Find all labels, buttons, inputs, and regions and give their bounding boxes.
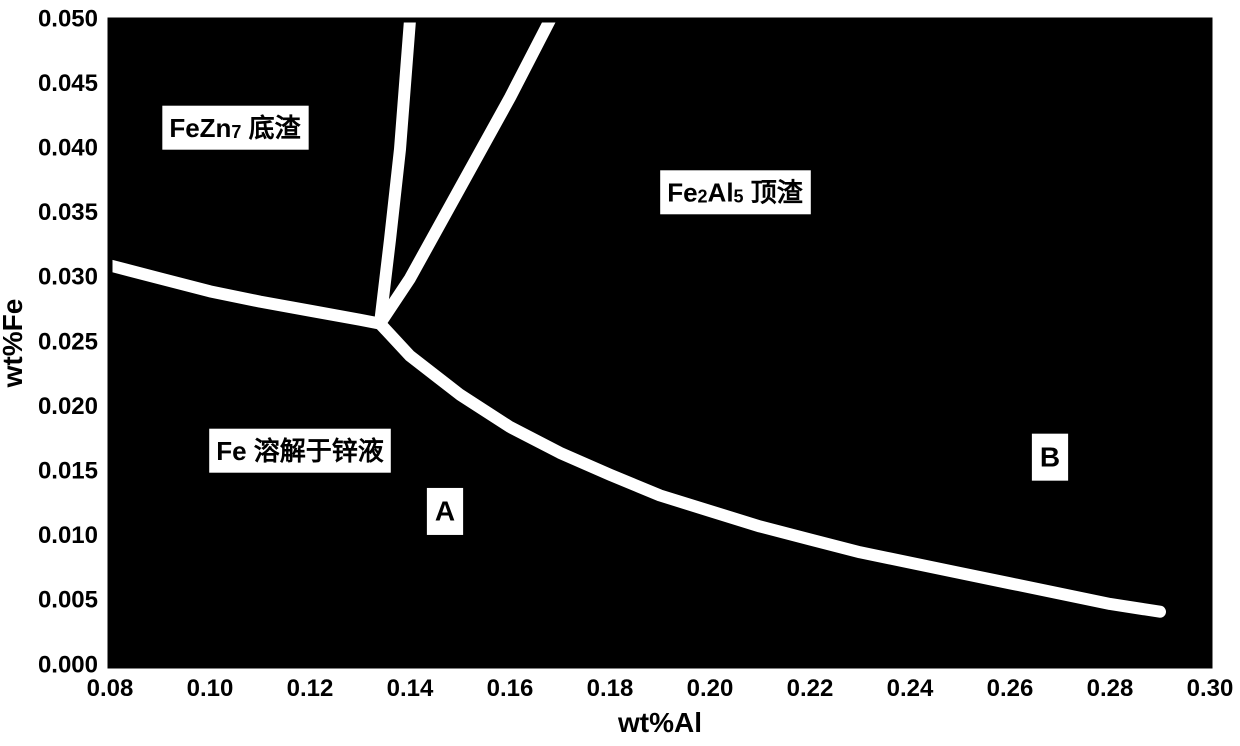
svg-text:B: B — [1040, 442, 1060, 473]
y-tick-label: 0.000 — [38, 651, 98, 678]
x-tick-label: 0.10 — [187, 675, 234, 702]
x-tick-label: 0.12 — [287, 675, 334, 702]
region-label-fe-dissolved: Fe 溶解于锌液 — [209, 429, 391, 473]
region-label-B: B — [1032, 434, 1068, 481]
y-axis-title: wt%Fe — [0, 299, 28, 389]
y-tick-label: 0.010 — [38, 522, 98, 549]
x-tick-label: 0.14 — [387, 675, 434, 702]
x-tick-label: 0.22 — [787, 675, 834, 702]
y-tick-label: 0.025 — [38, 328, 98, 355]
y-tick-label: 0.020 — [38, 393, 98, 420]
x-axis-title: wt%Al — [617, 707, 702, 738]
svg-text:A: A — [435, 496, 455, 527]
phase-diagram-chart: FeZn7 底渣 Fe2Al5 顶渣 Fe 溶解于锌液 A B 0.08 0.10 0.12 0… — [0, 0, 1240, 746]
x-tick-label: 0.26 — [987, 675, 1034, 702]
y-tick-label: 0.005 — [38, 587, 98, 614]
y-tick-label: 0.030 — [38, 264, 98, 291]
region-label-fe2al5: Fe2Al5 顶渣 — [660, 170, 811, 214]
y-tick-label: 0.050 — [38, 5, 98, 32]
x-tick-label: 0.08 — [87, 675, 134, 702]
x-tick-label: 0.18 — [587, 675, 634, 702]
y-tick-label: 0.040 — [38, 135, 98, 162]
x-tick-label: 0.20 — [687, 675, 734, 702]
x-tick-label: 0.28 — [1087, 675, 1134, 702]
svg-text:Fe 溶解于锌液: Fe 溶解于锌液 — [216, 436, 384, 466]
region-label-fezn7: FeZn7 底渣 — [162, 106, 308, 150]
y-tick-label: 0.035 — [38, 199, 98, 226]
y-tick-label: 0.045 — [38, 70, 98, 97]
x-tick-label: 0.30 — [1187, 675, 1234, 702]
y-tick-label: 0.015 — [38, 458, 98, 485]
x-tick-label: 0.16 — [487, 675, 534, 702]
chart-svg: FeZn7 底渣 Fe2Al5 顶渣 Fe 溶解于锌液 A B 0.08 0.10 0.12 0… — [0, 0, 1240, 746]
x-tick-label: 0.24 — [887, 675, 934, 702]
region-label-A: A — [427, 488, 463, 535]
